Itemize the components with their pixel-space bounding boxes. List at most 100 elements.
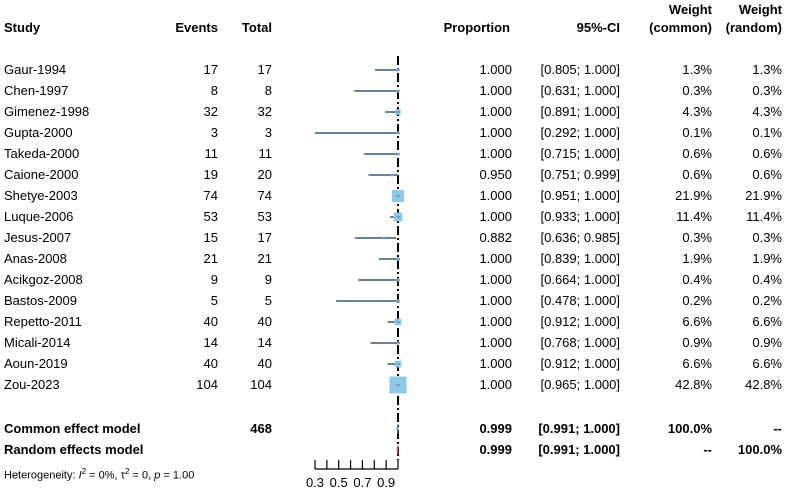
study-weight-common: 4.3%	[682, 104, 712, 119]
study-total: 40	[257, 356, 272, 371]
study-proportion: 1.000	[479, 125, 512, 140]
study-ci: [0.631; 1.000]	[540, 83, 620, 98]
header-study: Study	[4, 20, 41, 35]
study-ci: [0.912; 1.000]	[540, 314, 620, 329]
study-name: Takeda-2000	[4, 146, 80, 161]
study-weight-random: 0.6%	[752, 146, 782, 161]
x-tick-label: 0.3	[306, 475, 324, 490]
study-weight-common: 6.6%	[682, 356, 712, 371]
study-ci: [0.912; 1.000]	[540, 356, 620, 371]
study-ci: [0.933; 1.000]	[540, 209, 620, 224]
study-weight-random: 4.3%	[752, 104, 782, 119]
study-ci: [0.715; 1.000]	[540, 146, 620, 161]
study-weight-random: 1.9%	[752, 251, 782, 266]
random-weight-common: --	[703, 442, 712, 457]
random-ci: [0.991; 1.000]	[538, 442, 620, 457]
study-name: Gupta-2000	[4, 125, 73, 140]
study-weight-random: 21.9%	[745, 188, 782, 203]
study-weight-common: 0.3%	[682, 230, 712, 245]
study-name: Caione-2000	[4, 167, 79, 182]
study-name: Gaur-1994	[4, 62, 67, 77]
study-proportion: 1.000	[479, 314, 512, 329]
common-label: Common effect model	[4, 421, 141, 436]
study-total: 104	[250, 377, 272, 392]
study-events: 19	[203, 167, 218, 182]
study-total: 14	[257, 335, 272, 350]
study-ci: [0.636; 0.985]	[540, 230, 620, 245]
study-proportion: 1.000	[479, 104, 512, 119]
study-proportion: 0.950	[479, 167, 512, 182]
heterogeneity-i2: I	[78, 469, 82, 482]
study-total: 21	[257, 251, 272, 266]
study-weight-random: 0.4%	[752, 272, 782, 287]
study-weight-random: 0.1%	[752, 125, 782, 140]
study-weight-random: 0.3%	[752, 83, 782, 98]
study-name: Anas-2008	[4, 251, 67, 266]
study-ci: [0.965; 1.000]	[540, 377, 620, 392]
study-weight-common: 6.6%	[682, 314, 712, 329]
study-total: 17	[257, 62, 272, 77]
study-weight-common: 21.9%	[675, 188, 712, 203]
study-proportion: 1.000	[479, 188, 512, 203]
study-weight-common: 0.6%	[682, 167, 712, 182]
study-ci: [0.891; 1.000]	[540, 104, 620, 119]
study-total: 17	[257, 230, 272, 245]
study-total: 5	[264, 293, 272, 308]
study-proportion: 1.000	[479, 356, 512, 371]
study-weight-random: 1.3%	[752, 62, 782, 77]
study-weight-common: 1.9%	[682, 251, 712, 266]
study-proportion: 0.882	[479, 230, 512, 245]
study-total: 8	[264, 83, 272, 98]
study-ci: [0.839; 1.000]	[540, 251, 620, 266]
study-weight-random: 0.6%	[752, 167, 782, 182]
study-weight-common: 11.4%	[676, 209, 712, 224]
header-weight-common-2: (common)	[649, 20, 712, 35]
study-name: Micali-2014	[4, 335, 71, 350]
header-weight-common-1: Weight	[668, 2, 712, 17]
study-events: 74	[203, 188, 218, 203]
study-name: Luque-2006	[4, 209, 74, 224]
random-effects-diamond	[396, 444, 399, 456]
common-weight-common: 100.0%	[667, 421, 712, 436]
study-ci: [0.805; 1.000]	[540, 62, 620, 77]
study-events: 40	[203, 356, 218, 371]
study-weight-random: 0.2%	[752, 293, 782, 308]
study-proportion: 1.000	[479, 209, 512, 224]
study-weight-random: 0.3%	[752, 230, 782, 245]
random-label: Random effects model	[4, 442, 144, 457]
heterogeneity-tau: τ	[120, 469, 126, 482]
heterogeneity-text: Heterogeneity: I2 = 0%, τ2 = 0, p = 1.00	[4, 467, 195, 482]
common-weight-random: --	[773, 421, 782, 436]
header-ci: 95%-CI	[576, 20, 620, 35]
study-events: 9	[210, 272, 218, 287]
study-name: Gimenez-1998	[4, 104, 90, 119]
header-events: Events	[175, 20, 218, 35]
heterogeneity-p: p	[154, 469, 161, 482]
study-weight-common: 0.2%	[682, 293, 712, 308]
study-name: Aoun-2019	[4, 356, 68, 371]
study-events: 104	[196, 377, 218, 392]
study-weight-random: 42.8%	[745, 377, 782, 392]
study-name: Shetye-2003	[4, 188, 78, 203]
study-ci: [0.751; 0.999]	[540, 167, 620, 182]
study-proportion: 1.000	[479, 377, 512, 392]
study-ci: [0.292; 1.000]	[540, 125, 620, 140]
common-effect-diamond	[396, 423, 399, 435]
study-name: Zou-2023	[4, 377, 60, 392]
study-ci: [0.478; 1.000]	[540, 293, 620, 308]
study-total: 11	[258, 146, 273, 161]
study-events: 17	[203, 62, 218, 77]
study-name: Acikgoz-2008	[4, 272, 83, 287]
study-name: Jesus-2007	[4, 230, 72, 245]
study-proportion: 1.000	[479, 293, 512, 308]
heterogeneity-tau-rest: = 0,	[129, 469, 155, 482]
study-proportion: 1.000	[479, 146, 512, 161]
header-weight-random-2: (random)	[725, 20, 782, 35]
study-events: 11	[204, 146, 219, 161]
study-name: Chen-1997	[4, 83, 69, 98]
x-tick-label: 0.5	[330, 475, 348, 490]
study-proportion: 1.000	[479, 335, 512, 350]
study-ci: [0.951; 1.000]	[540, 188, 620, 203]
common-ci: [0.991; 1.000]	[538, 421, 620, 436]
